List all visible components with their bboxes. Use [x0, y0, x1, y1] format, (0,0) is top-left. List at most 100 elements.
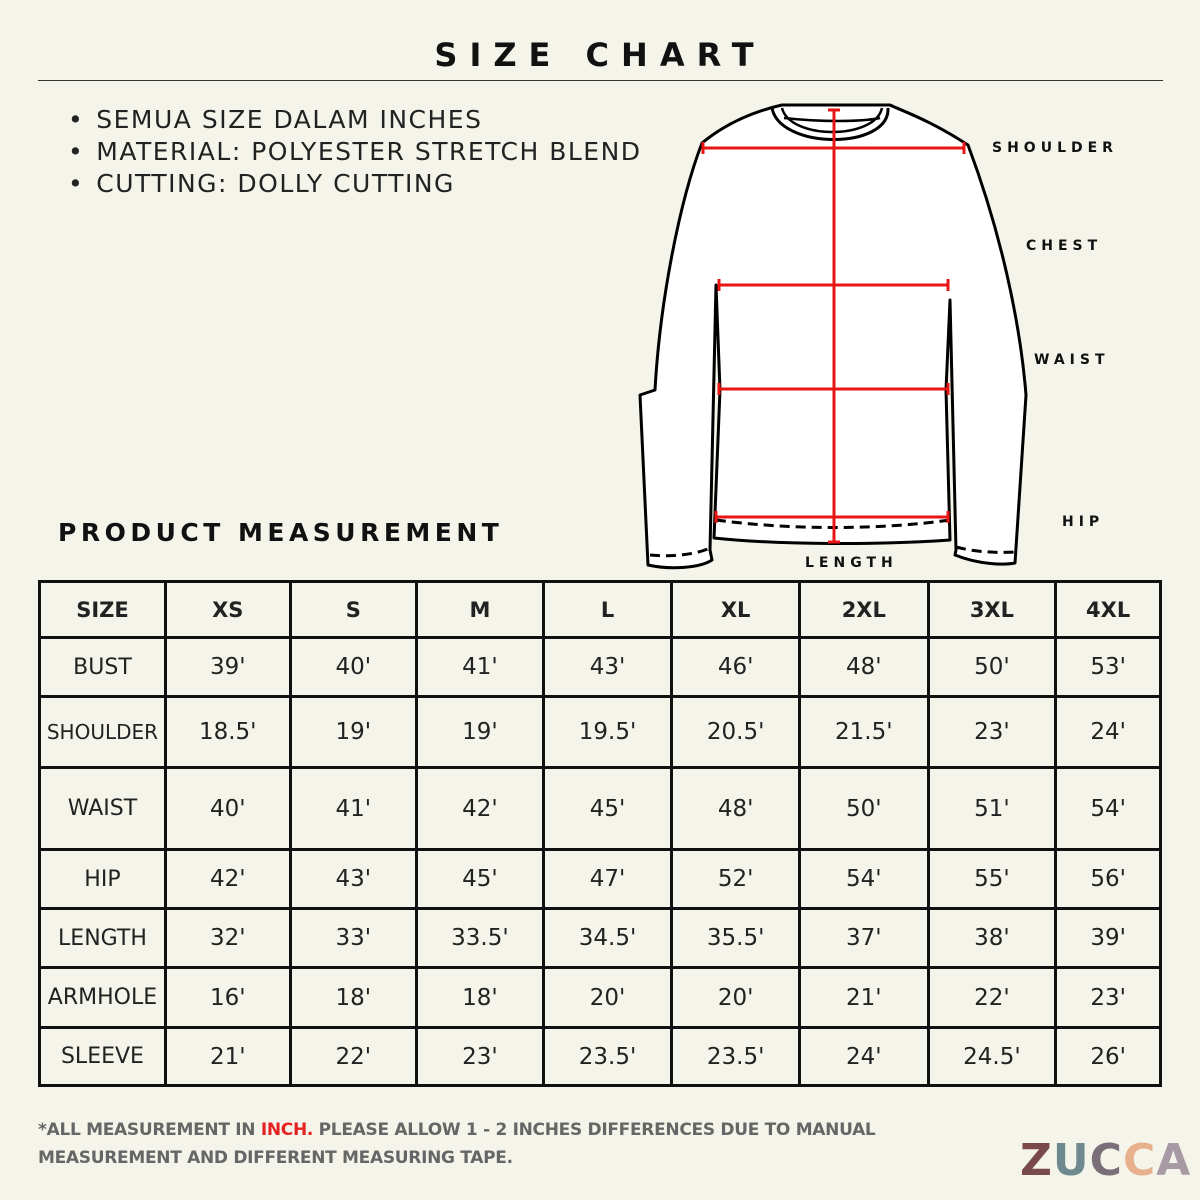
table-cell: 23': [926, 695, 1058, 769]
table-cell: 43': [541, 636, 674, 698]
table-cell: 16': [163, 966, 292, 1029]
table-cell: 18': [415, 966, 545, 1029]
table-cell: 35.5': [670, 907, 801, 969]
table-cell: 23.5': [541, 1026, 674, 1087]
table-cell: 52': [670, 848, 801, 910]
table-cell: 33.5': [415, 907, 545, 969]
table-cell: 38': [926, 907, 1058, 969]
column-header: 3XL: [926, 580, 1058, 639]
note-item: SEMUA SIZE DALAM INCHES: [68, 104, 642, 136]
column-header: SIZE: [38, 580, 167, 639]
table-cell: 22': [926, 966, 1058, 1029]
notes-list: SEMUA SIZE DALAM INCHES MATERIAL: POLYES…: [68, 104, 642, 200]
table-cell: 42': [415, 766, 545, 851]
table-cell: 21': [797, 966, 930, 1029]
table-cell: 32': [163, 907, 292, 969]
section-title: PRODUCT MEASUREMENT: [58, 518, 504, 547]
table-cell: 19': [288, 695, 419, 769]
table-row: LENGTH 32' 33' 33.5' 34.5' 35.5' 37' 38' 39': [38, 907, 1162, 969]
table-cell: 26': [1054, 1026, 1162, 1087]
table-row: SHOULDER 18.5' 19' 19' 19.5' 20.5' 21.5' 23' 24': [38, 695, 1162, 769]
table-cell: 20': [670, 966, 801, 1029]
table-cell: 24.5': [926, 1026, 1058, 1087]
table-cell: 47': [541, 848, 674, 910]
table-cell: 41': [415, 636, 545, 698]
row-label: SLEEVE: [38, 1026, 167, 1087]
table-cell: 33': [288, 907, 419, 969]
table-row: HIP 42' 43' 45' 47' 52' 54' 55' 56': [38, 848, 1162, 910]
label-chest: CHEST: [1026, 238, 1103, 254]
logo-letter: A: [1156, 1135, 1192, 1186]
table-cell: 37': [797, 907, 930, 969]
table-cell: 23.5': [670, 1026, 801, 1087]
table-cell: 48': [797, 636, 930, 698]
table-cell: 42': [163, 848, 292, 910]
table-cell: 50': [926, 636, 1058, 698]
table-cell: 46': [670, 636, 801, 698]
row-label: WAIST: [38, 766, 167, 851]
label-hip: HIP: [1062, 514, 1105, 530]
label-waist: WAIST: [1034, 352, 1110, 368]
table-cell: 22': [288, 1026, 419, 1087]
table-cell: 39': [1054, 907, 1162, 969]
table-cell: 41': [288, 766, 419, 851]
table-cell: 51': [926, 766, 1058, 851]
table-cell: 20': [541, 966, 674, 1029]
column-header: XL: [670, 580, 801, 639]
logo-letter: U: [1052, 1135, 1090, 1186]
column-header: 2XL: [797, 580, 930, 639]
brand-logo: ZUCCA: [1020, 1135, 1191, 1186]
row-label: LENGTH: [38, 907, 167, 969]
table-cell: 50': [797, 766, 930, 851]
column-header: S: [288, 580, 419, 639]
table-cell: 40': [288, 636, 419, 698]
table-row: SLEEVE 21' 22' 23' 23.5' 23.5' 24' 24.5' 26': [38, 1026, 1162, 1087]
note-item: CUTTING: DOLLY CUTTING: [68, 168, 642, 200]
table-row: ARMHOLE 16' 18' 18' 20' 20' 21' 22' 23': [38, 966, 1162, 1029]
table-cell: 18.5': [163, 695, 292, 769]
column-header: 4XL: [1054, 580, 1162, 639]
table-cell: 19': [415, 695, 545, 769]
column-header: L: [541, 580, 674, 639]
table-cell: 56': [1054, 848, 1162, 910]
column-header: XS: [163, 580, 292, 639]
table-cell: 19.5': [541, 695, 674, 769]
table-cell: 18': [288, 966, 419, 1029]
table-cell: 23': [1054, 966, 1162, 1029]
table-cell: 20.5': [670, 695, 801, 769]
row-label: HIP: [38, 848, 167, 910]
table-cell: 55': [926, 848, 1058, 910]
page-title: SIZE CHART: [434, 36, 766, 74]
measurement-lines: [701, 108, 966, 544]
footer-text: *ALL MEASUREMENT IN: [38, 1120, 261, 1140]
table-cell: 40': [163, 766, 292, 851]
logo-letter: C: [1089, 1135, 1123, 1186]
table-cell: 45': [415, 848, 545, 910]
row-label: BUST: [38, 636, 167, 698]
sweater-diagram: [638, 103, 1028, 570]
table-header-row: SIZE XS S M L XL 2XL 3XL 4XL: [38, 580, 1162, 639]
table-row: BUST 39' 40' 41' 43' 46' 48' 50' 53': [38, 636, 1162, 698]
footer-text: PLEASE ALLOW 1 - 2 INCHES DIFFERENCES DU…: [313, 1120, 876, 1140]
logo-letter: Z: [1020, 1135, 1053, 1186]
footer-highlight: INCH.: [260, 1120, 314, 1140]
logo-letter: C: [1122, 1135, 1157, 1186]
table-cell: 24': [1054, 695, 1162, 769]
table-cell: 21': [163, 1026, 292, 1087]
divider: [38, 80, 1163, 81]
table-cell: 23': [415, 1026, 545, 1087]
footer-note: *ALL MEASUREMENT IN INCH. PLEASE ALLOW 1…: [38, 1116, 876, 1172]
table-cell: 43': [288, 848, 419, 910]
row-label: SHOULDER: [38, 695, 167, 769]
table-cell: 39': [163, 636, 292, 698]
table-cell: 53': [1054, 636, 1162, 698]
row-label: ARMHOLE: [38, 966, 167, 1029]
note-item: MATERIAL: POLYESTER STRETCH BLEND: [68, 136, 642, 168]
table-cell: 48': [670, 766, 801, 851]
footer-text: MEASUREMENT AND DIFFERENT MEASURING TAPE…: [38, 1148, 513, 1168]
table-cell: 54': [1054, 766, 1162, 851]
table-cell: 34.5': [541, 907, 674, 969]
table-cell: 45': [541, 766, 674, 851]
table-cell: 54': [797, 848, 930, 910]
table-cell: 21.5': [797, 695, 930, 769]
